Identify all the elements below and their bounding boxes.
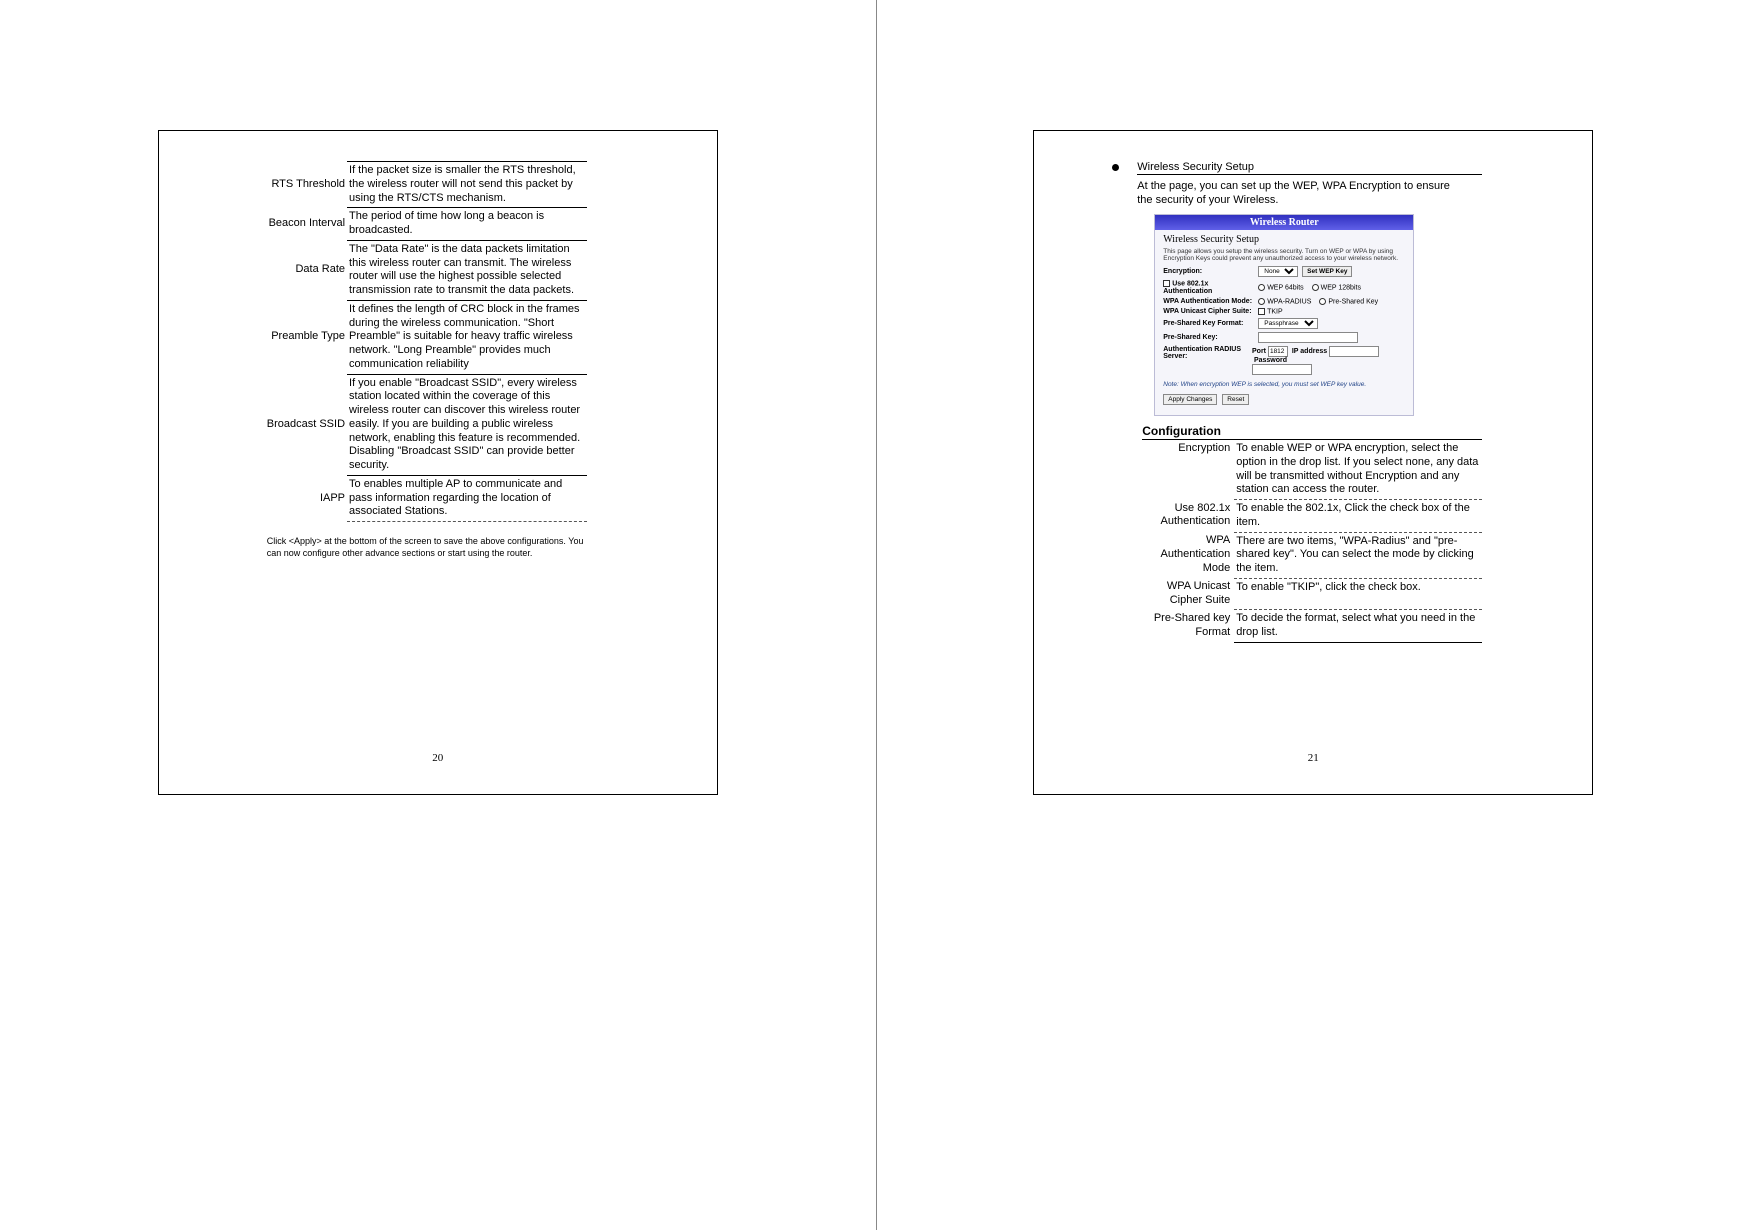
router-intro: This page allows you setup the wireless … [1163,248,1405,264]
conf-desc: To enable WEP or WPA encryption, select … [1234,440,1482,500]
radius-label: Authentication RADIUS Server: [1163,346,1252,360]
conf-desc: There are two items, "WPA-Radius" and "p… [1234,532,1482,578]
def-desc: To enables multiple AP to communicate an… [347,475,587,521]
apply-changes-button[interactable]: Apply Changes [1163,394,1217,405]
tkip-checkbox[interactable] [1258,308,1265,315]
ip-input[interactable] [1329,346,1379,357]
wep64-label: WEP 64bits [1267,284,1303,291]
ip-label: IP address [1292,348,1327,355]
def-label: RTS Threshold [267,162,347,208]
page-right: Wireless Security Setup At the page, you… [1033,130,1593,795]
def-desc: The "Data Rate" is the data packets limi… [347,240,587,300]
router-note: Note: When encryption WEP is selected, y… [1163,381,1405,388]
use8021x-label: Use 802.1x Authentication [1163,281,1212,295]
def-desc: The period of time how long a beacon is … [347,208,587,241]
def-label: IAPP [267,475,347,521]
router-header: Wireless Router [1155,215,1413,230]
cipher-label: WPA Unicast Cipher Suite: [1163,308,1258,315]
conf-desc: To decide the format, select what you ne… [1234,610,1482,643]
conf-label: WPA Authentication Mode [1142,532,1234,578]
page-number: 20 [159,752,717,764]
conf-desc: To enable "TKIP", click the check box. [1234,578,1482,610]
router-panel: Wireless Router Wireless Security Setup … [1154,214,1414,417]
conf-label: Pre-Shared key Format [1142,610,1234,643]
wpa-radius-radio[interactable] [1258,298,1265,305]
pwd-input[interactable] [1252,364,1312,375]
section-title: Wireless Security Setup [1137,161,1254,173]
preshared-label: Pre-Shared Key [1328,298,1378,305]
conf-label: Encryption [1142,440,1234,500]
use8021x-checkbox[interactable] [1163,280,1170,287]
page-divider [876,0,877,1230]
configuration-heading: Configuration [1142,424,1544,438]
definition-table: RTS Threshold If the packet size is smal… [267,161,587,522]
underline [1137,174,1482,175]
wpa-auth-label: WPA Authentication Mode: [1163,298,1258,305]
encryption-label: Encryption: [1163,268,1258,275]
bullet-icon [1112,164,1119,171]
wep128-label: WEP 128bits [1321,284,1361,291]
router-title: Wireless Security Setup [1163,234,1405,245]
port-input[interactable] [1268,346,1288,357]
tkip-label: TKIP [1267,308,1283,315]
def-label: Beacon Interval [267,208,347,241]
def-desc: If you enable "Broadcast SSID", every wi… [347,374,587,475]
reset-button[interactable]: Reset [1222,394,1249,405]
apply-note: Click <Apply> at the bottom of the scree… [267,536,587,559]
conf-label: WPA Unicast Cipher Suite [1142,578,1234,610]
wep64-radio[interactable] [1258,284,1265,291]
def-desc: If the packet size is smaller the RTS th… [347,162,587,208]
encryption-select[interactable]: None [1258,266,1298,277]
def-desc: It defines the length of CRC block in th… [347,300,587,374]
port-label: Port [1252,348,1266,355]
wep128-radio[interactable] [1312,284,1319,291]
configuration-table: Encryption To enable WEP or WPA encrypti… [1142,440,1482,643]
conf-desc: To enable the 802.1x, Click the check bo… [1234,500,1482,533]
preshared-radio[interactable] [1319,298,1326,305]
section-desc: At the page, you can set up the WEP, WPA… [1137,179,1467,208]
psk-label: Pre-Shared Key: [1163,334,1258,341]
def-label: Data Rate [267,240,347,300]
page-left: RTS Threshold If the packet size is smal… [158,130,718,795]
psk-input[interactable] [1258,332,1358,343]
pwd-label: Password [1254,357,1287,364]
psk-format-select[interactable]: Passphrase [1258,318,1318,329]
psk-format-label: Pre-Shared Key Format: [1163,320,1258,327]
set-wep-button[interactable]: Set WEP Key [1302,266,1352,277]
conf-label: Use 802.1x Authentication [1142,500,1234,533]
def-label: Broadcast SSID [267,374,347,475]
wpa-radius-label: WPA-RADIUS [1267,298,1311,305]
page-number: 21 [1034,752,1592,764]
def-label: Preamble Type [267,300,347,374]
